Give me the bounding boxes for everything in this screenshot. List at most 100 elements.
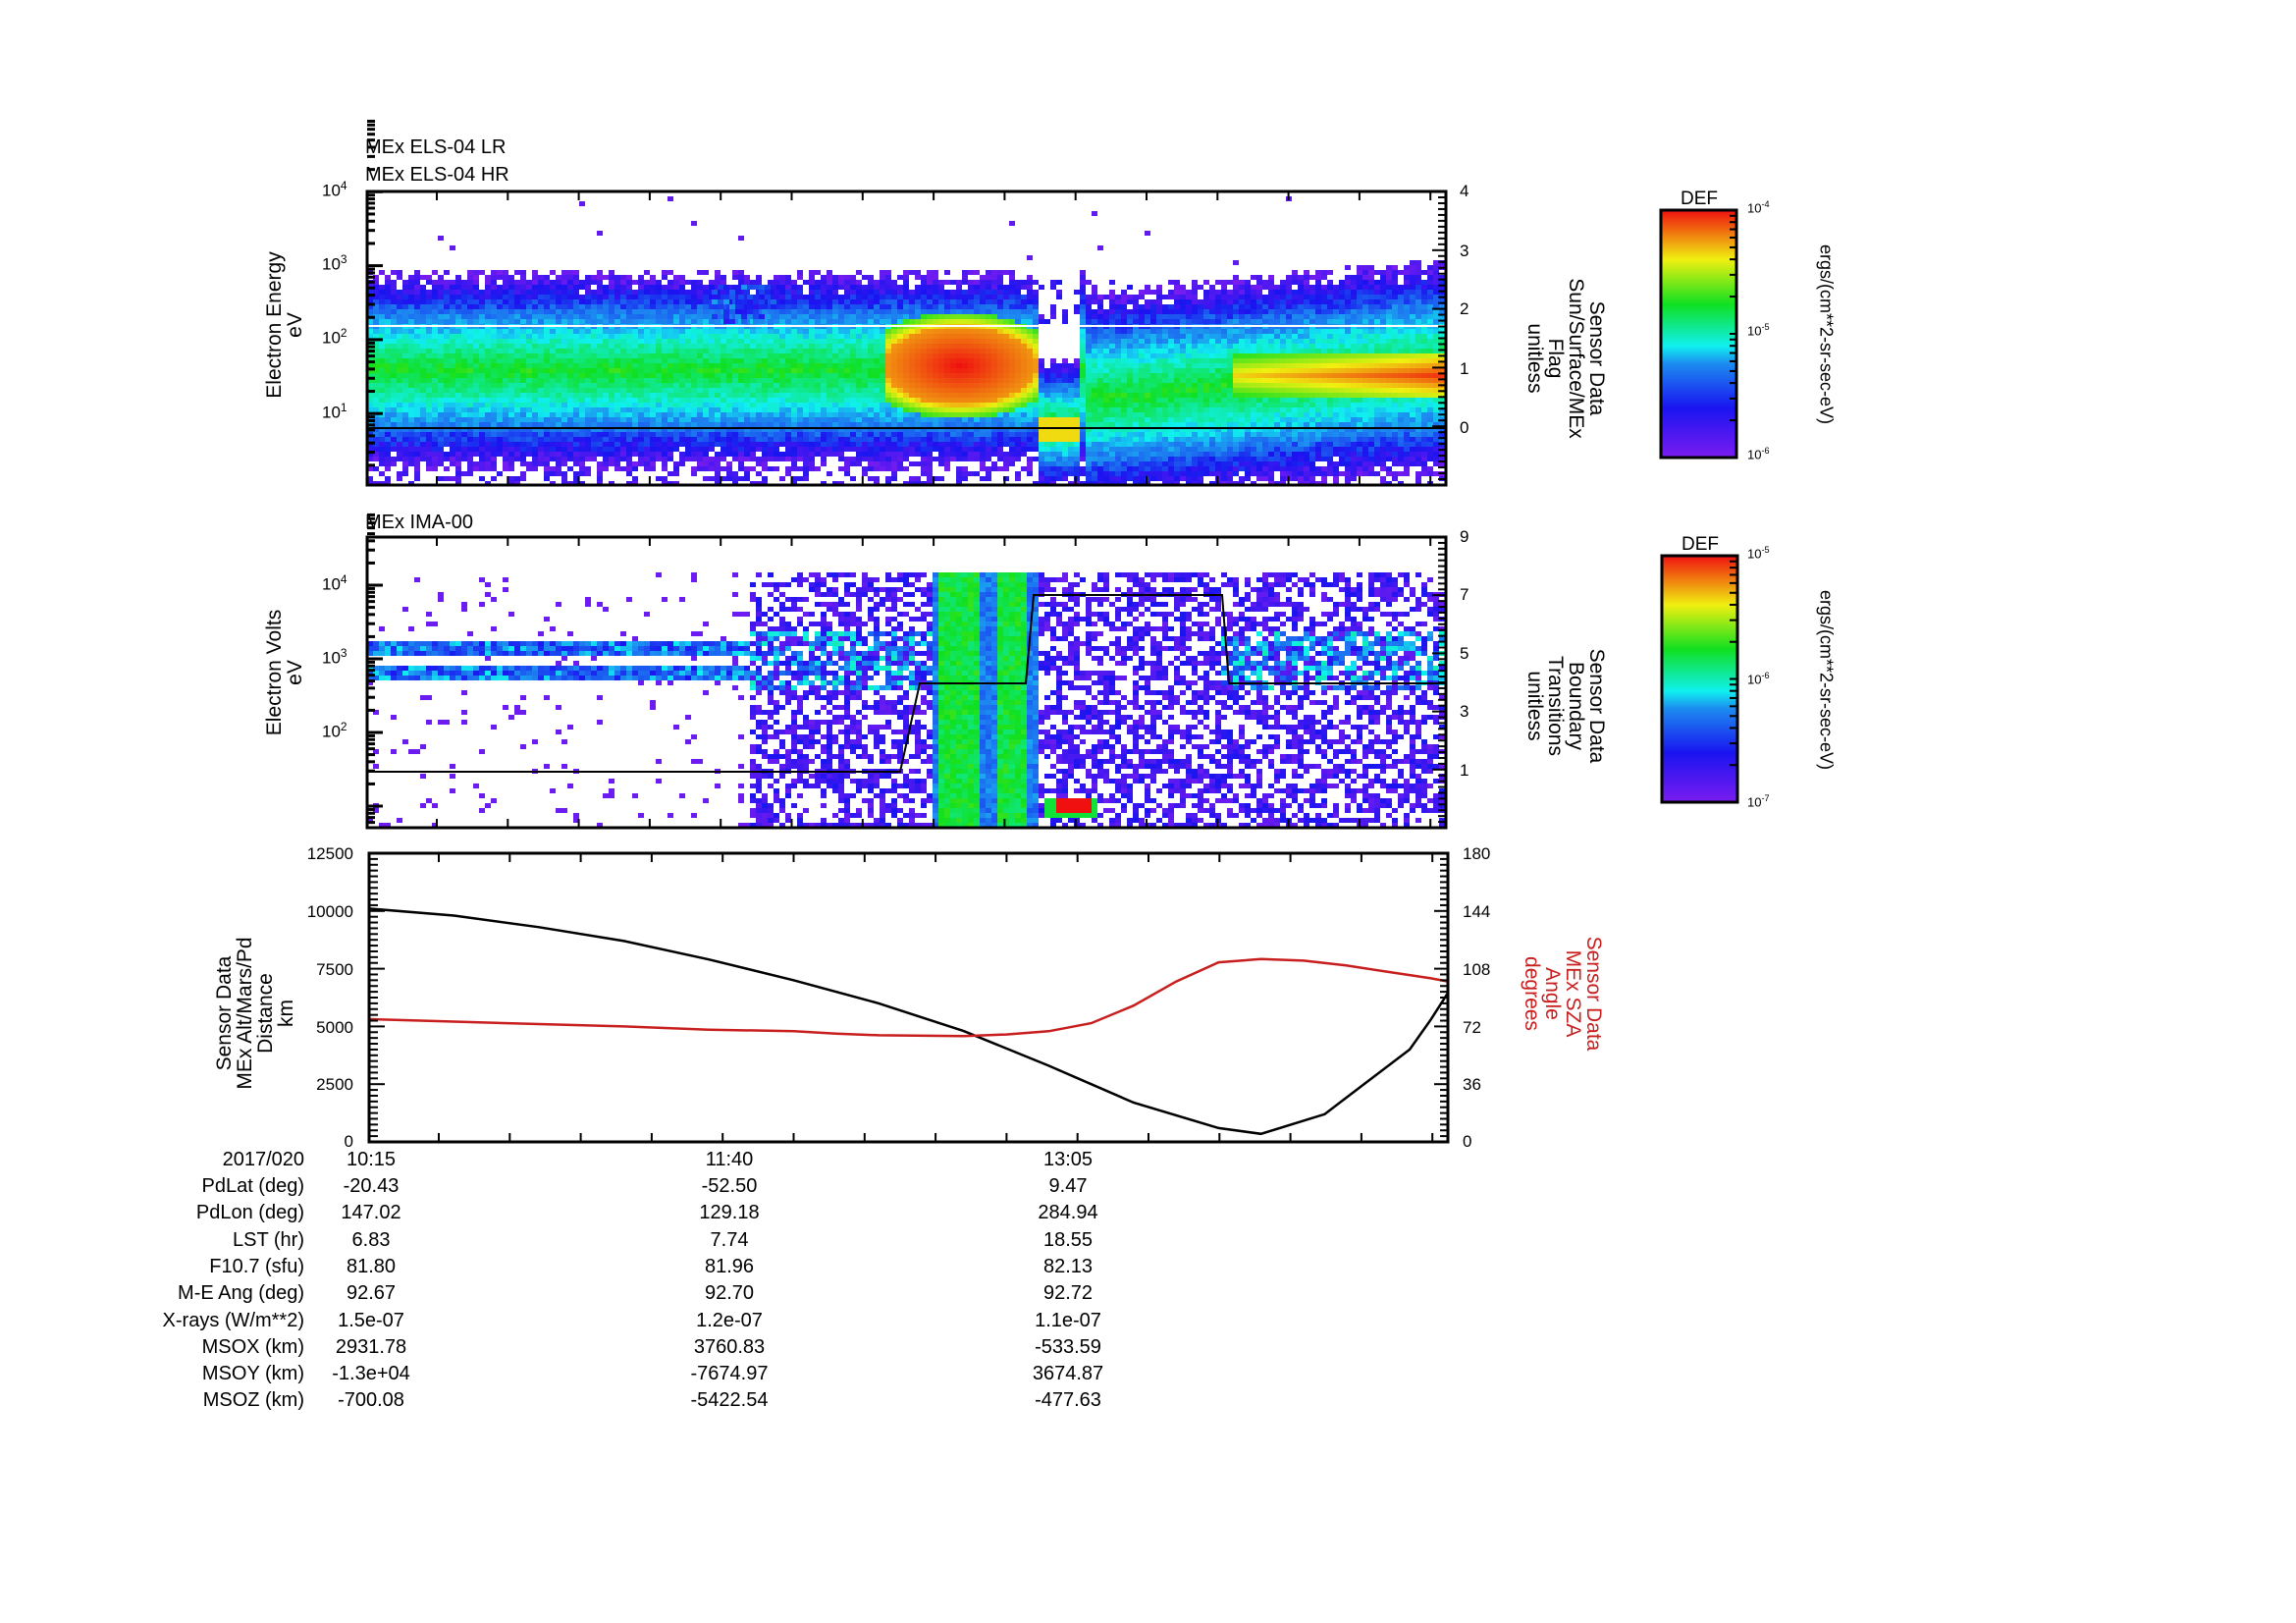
ima-ytick: 104 (322, 572, 347, 594)
time-label: 11:40 (705, 1149, 754, 1170)
row-value: 2931.78 (335, 1335, 407, 1358)
els-y2tick: 3 (1460, 242, 1469, 260)
orbit-ytick: 0 (344, 1132, 353, 1151)
ima-y2tick: 7 (1460, 585, 1469, 604)
orbit-ytick: 10000 (306, 902, 353, 921)
orbit-ytick: 7500 (316, 960, 353, 979)
ima-colorbar-units: ergs/(cm**2-sr-sec-eV) (1816, 589, 1837, 771)
row-value: -5422.54 (690, 1389, 769, 1412)
ima-y2label-line: Transitions (1544, 656, 1567, 756)
ima-colorbar-title: DEF (1682, 534, 1719, 555)
row-label: M-E Ang (deg) (178, 1282, 304, 1305)
orbit-y2tick: 0 (1463, 1132, 1472, 1151)
els-y2label-line: Sensor Data (1585, 300, 1608, 416)
row-value: -20.43 (343, 1175, 400, 1197)
row-value: -700.08 (338, 1389, 404, 1412)
axes-frames (365, 119, 1450, 1144)
ima-y2label-line: Sensor Data (1585, 648, 1608, 764)
orbit-ylabel-line: MEx Alt/Mars/Pd (234, 937, 256, 1090)
els-y2tick: 0 (1460, 418, 1469, 437)
ima-ylabel-line: Electron Volts (263, 609, 286, 736)
els-colorbar (1659, 208, 1738, 460)
orbit-y2tick: 72 (1463, 1018, 1481, 1037)
els-title-lr: MEx ELS-04 LR (365, 136, 507, 158)
orbit-ylabel-line: km (275, 1000, 297, 1027)
els-colorbar-units: ergs/(cm**2-sr-sec-eV) (1816, 243, 1837, 425)
orbit-y2label: Sensor Data MEx SZA Angle degrees (1521, 895, 1605, 1092)
els-y2tick: 4 (1460, 182, 1469, 200)
row-value: 81.96 (704, 1255, 755, 1277)
ima-ytick: 103 (322, 646, 347, 668)
row-value: 92.67 (346, 1282, 397, 1305)
row-label: LST (hr) (233, 1228, 304, 1251)
orbit-ylabel-line: Sensor Data (213, 955, 236, 1071)
row-value: 147.02 (341, 1202, 401, 1224)
els-y2label-line: Sun/Surface/MEx (1565, 278, 1587, 439)
ima-y2tick: 5 (1460, 644, 1469, 663)
row-value: 92.70 (704, 1282, 755, 1305)
row-label: X-rays (W/m**2) (162, 1309, 304, 1331)
row-value: -477.63 (1035, 1389, 1101, 1412)
row-value: 92.72 (1042, 1282, 1094, 1305)
els-title-hr: MEx ELS-04 HR (365, 164, 509, 186)
els-colorbar-min: 10-6 (1747, 446, 1770, 462)
row-label: MSOX (km) (201, 1335, 304, 1358)
els-y2tick: 2 (1460, 299, 1469, 318)
row-value: 18.55 (1042, 1228, 1094, 1251)
orbit-ytick: 2500 (316, 1075, 353, 1094)
orbit-ytick: 12500 (306, 844, 353, 863)
ima-colorbar-max: 10-5 (1747, 545, 1770, 562)
time-label: 10:15 (346, 1149, 397, 1170)
orbit-y2label-line: Sensor Data (1582, 936, 1605, 1052)
els-ytick: 104 (322, 179, 347, 200)
ima-y2tick: 9 (1460, 527, 1469, 546)
row-value: 6.83 (351, 1228, 391, 1251)
row-value: 7.74 (710, 1228, 749, 1251)
date-label: 2017/020 (222, 1149, 304, 1170)
row-label: PdLat (deg) (201, 1175, 304, 1197)
els-y2label-line: Flag (1544, 338, 1567, 379)
row-label: MSOY (km) (201, 1363, 304, 1385)
ima-ylabel: Electron Volts eV (263, 574, 306, 771)
row-value: 3674.87 (1032, 1363, 1104, 1385)
row-value: 1.1e-07 (1035, 1309, 1101, 1331)
ima-colorbar-min: 10-7 (1747, 793, 1770, 810)
els-ytick: 101 (322, 401, 347, 422)
orbit-ylabel: Sensor Data MEx Alt/Mars/Pd Distance km (213, 895, 297, 1131)
ima-title: MEx IMA-00 (365, 512, 474, 533)
orbit-y2tick: 144 (1463, 902, 1491, 921)
ima-colorbar (1660, 554, 1739, 804)
orbit-y2tick: 180 (1463, 844, 1491, 863)
els-y2label: Sensor Data Sun/Surface/MEx Flag unitles… (1523, 260, 1608, 457)
orbit-y2label-line: degrees (1521, 956, 1543, 1031)
ima-y2tick: 1 (1460, 761, 1469, 780)
ima-ylabel-line: eV (284, 660, 306, 685)
row-value: -1.3e+04 (332, 1363, 410, 1385)
els-y2tick: 1 (1460, 359, 1469, 378)
els-ylabel-line: eV (284, 312, 306, 338)
orbit-y2tick: 36 (1463, 1075, 1481, 1094)
row-value: 82.13 (1042, 1255, 1094, 1277)
els-y2label-line: unitless (1523, 323, 1546, 394)
els-colorbar-title: DEF (1681, 189, 1718, 209)
orbit-lines (369, 907, 1448, 1136)
els-ytick: 102 (322, 326, 347, 348)
ima-y2label: Sensor Data Boundary Transitions unitles… (1523, 608, 1608, 804)
row-value: 284.94 (1038, 1202, 1098, 1224)
orbit-y2label-line: MEx SZA (1562, 949, 1584, 1038)
orbit-ylabel-line: Distance (254, 973, 277, 1054)
els-spectrogram (367, 196, 1446, 485)
ima-spectrogram (367, 572, 1446, 828)
row-value: 1.5e-07 (338, 1309, 404, 1331)
ima-y2label-line: Boundary (1565, 662, 1587, 750)
els-ylabel: Electron Energy eV (263, 227, 306, 423)
orbit-y2tick: 108 (1463, 960, 1491, 979)
els-colorbar-mid: 10-5 (1747, 322, 1770, 339)
ima-ytick: 102 (322, 720, 347, 741)
ima-y2label-line: unitless (1523, 671, 1546, 741)
row-value: -52.50 (701, 1175, 758, 1197)
row-label: MSOZ (km) (202, 1389, 304, 1412)
time-label: 13:05 (1042, 1149, 1094, 1170)
ima-colorbar-mid: 10-6 (1747, 671, 1770, 687)
